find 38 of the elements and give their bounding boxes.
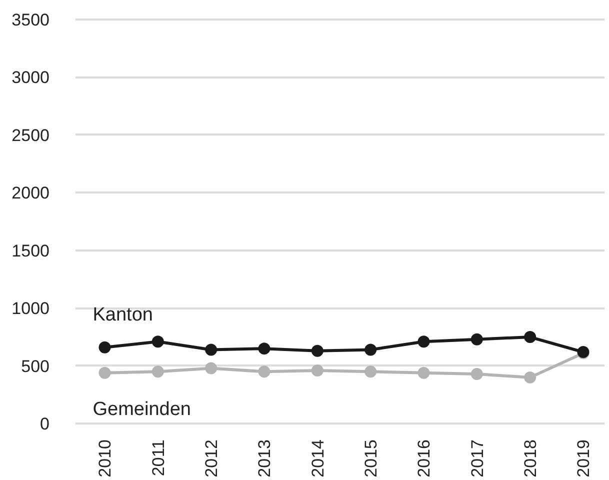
series-label: Kanton (92, 304, 153, 326)
point (418, 336, 430, 348)
y-tick-label: 0 (40, 414, 50, 434)
x-tick-label: 2014 (308, 439, 328, 478)
point (311, 364, 324, 376)
point (364, 344, 377, 356)
x-tick-label: 2017 (468, 439, 487, 478)
y-tick-label: 3500 (12, 10, 50, 30)
point (205, 362, 218, 374)
point (152, 336, 164, 348)
point (470, 368, 483, 380)
point (418, 366, 430, 379)
point (152, 366, 164, 378)
point (258, 342, 270, 355)
point (364, 366, 377, 378)
point (98, 366, 111, 379)
x-tick-label: 2015 (362, 439, 381, 478)
point (524, 331, 536, 344)
point (524, 371, 536, 384)
y-tick-label: 3000 (12, 68, 50, 88)
point (258, 366, 270, 378)
point (98, 341, 111, 354)
x-tick-label: 2010 (96, 439, 115, 478)
y-tick-label: 1000 (12, 299, 50, 318)
point (311, 344, 324, 357)
x-tick-label: 2012 (202, 439, 222, 478)
x-tick-label: 2018 (521, 439, 540, 478)
series-label: Gemeinden (92, 398, 191, 420)
y-tick-label: 2000 (12, 184, 50, 203)
x-tick-label: 2016 (414, 439, 434, 478)
x-tick-label: 2019 (574, 439, 594, 478)
x-tick-label: 2011 (148, 439, 168, 476)
point (470, 333, 483, 346)
y-tick-label: 500 (21, 356, 50, 376)
point (205, 344, 218, 356)
y-tick-label: 1500 (12, 241, 50, 260)
y-tick-label: 2500 (12, 126, 50, 145)
x-tick-label: 2013 (255, 439, 274, 478)
